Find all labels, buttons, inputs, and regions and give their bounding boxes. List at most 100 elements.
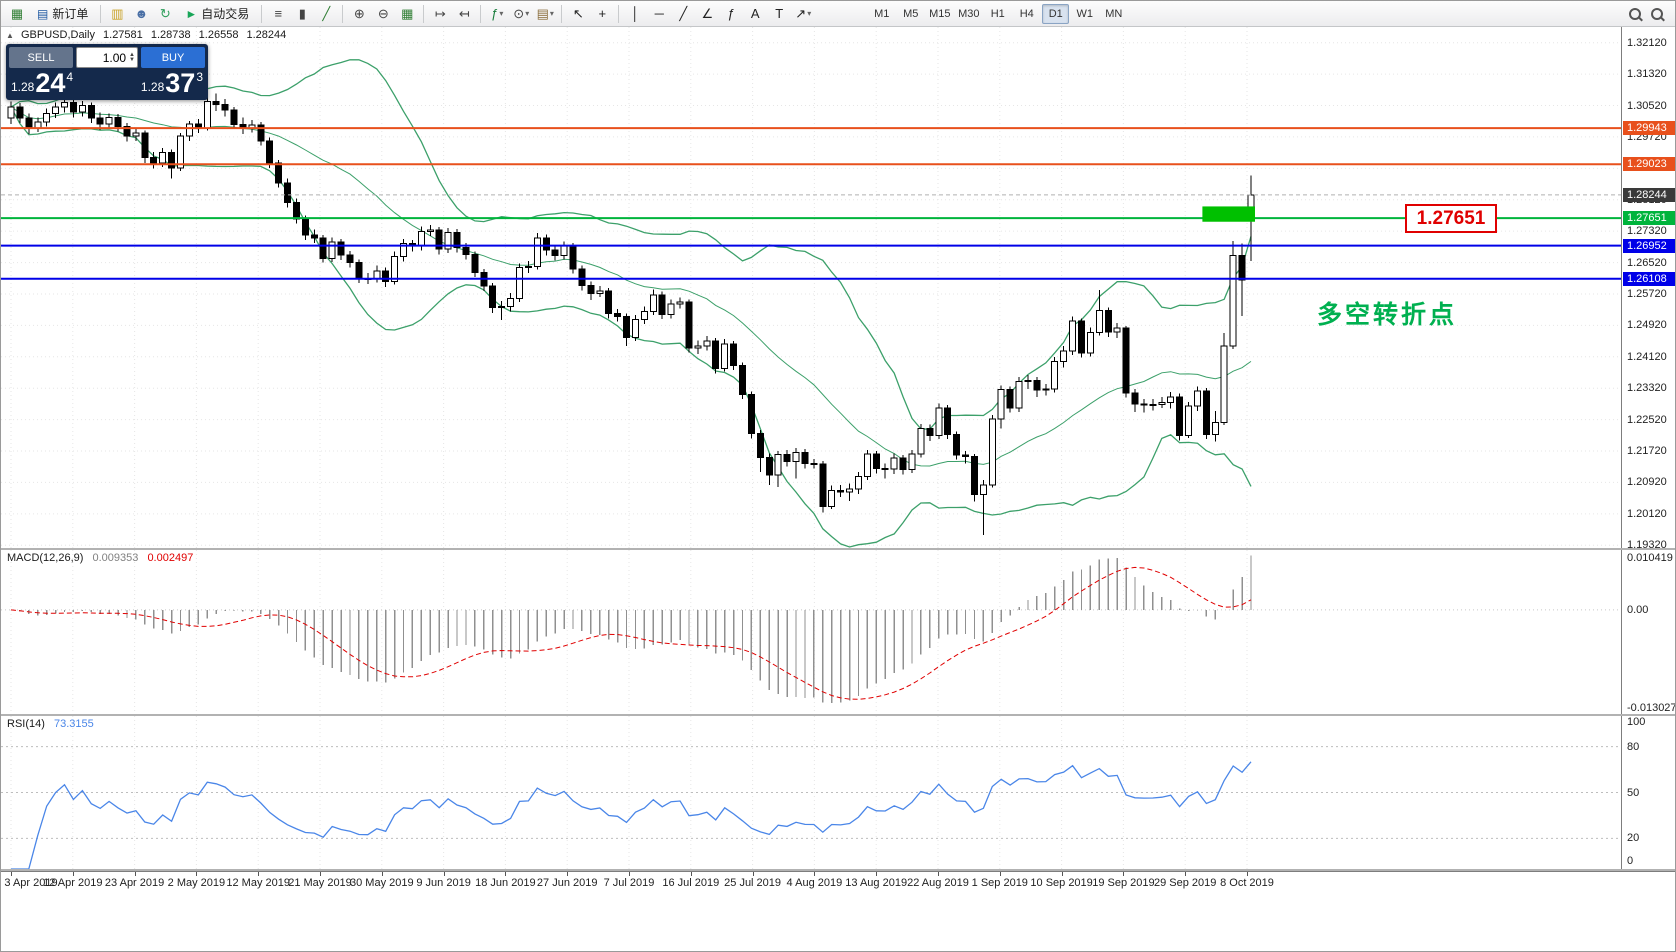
arrows-icon[interactable]: ↗ ▾ — [791, 3, 815, 25]
rsi-label: RSI(14) 73.3155 — [7, 718, 94, 730]
timeframe-mn-button[interactable]: MN — [1100, 4, 1127, 24]
sell-price[interactable]: 1.28 24 4 — [11, 70, 73, 97]
buy-price-big: 37 — [165, 68, 196, 98]
price-axis[interactable]: 1.321201.313201.305201.297201.289201.281… — [1621, 27, 1676, 869]
new-chart-icon[interactable]: ▦ — [5, 3, 29, 25]
zoom-out-icon-glyph: ⊖ — [377, 6, 389, 21]
ohlc-high: 1.28738 — [150, 29, 191, 41]
pane-separator[interactable] — [1, 714, 1675, 716]
rsi-pane[interactable]: RSI(14) 73.3155 — [1, 716, 1621, 869]
bar-chart-icon-glyph: ≡ — [274, 6, 283, 21]
auto-scroll-icon[interactable]: ↦ — [428, 3, 452, 25]
time-axis-label: 12 May 2019 — [226, 877, 290, 889]
time-axis-label: 29 Sep 2019 — [1153, 877, 1217, 889]
one-click-panel-toggle-icon[interactable]: ▲ — [6, 31, 14, 40]
symbol-name: GBPUSD,Daily — [20, 29, 95, 41]
periods-icon-caret[interactable]: ▾ — [525, 9, 530, 18]
time-axis-tick — [443, 872, 445, 876]
pane-separator[interactable] — [1, 548, 1675, 550]
timeframe-w1-button[interactable]: W1 — [1071, 4, 1098, 24]
arrows-icon-glyph: ↗ — [795, 6, 807, 21]
zoom-in-icon[interactable]: ⊕ — [347, 3, 371, 25]
chart-shift-icon[interactable]: ↤ — [452, 3, 476, 25]
search-icon[interactable] — [1649, 6, 1665, 22]
rsi-axis-label-80: 80 — [1627, 740, 1640, 753]
bar-chart-icon[interactable]: ≡ — [266, 3, 290, 25]
auto-trading-button[interactable]: ► 自动交易 — [177, 3, 257, 25]
toolbar-separator — [100, 4, 102, 23]
time-axis-label: 22 Aug 2019 — [907, 877, 969, 889]
horizontal-line-icon[interactable]: ─ — [647, 3, 671, 25]
templates-icon[interactable]: ▤ ▾ — [533, 3, 557, 25]
text-icon[interactable]: A — [743, 3, 767, 25]
timeframe-m5-button[interactable]: M5 — [897, 4, 924, 24]
ohlc-close: 1.28244 — [246, 29, 287, 41]
macd-name: MACD(12,26,9) — [7, 552, 84, 564]
time-axis-tick — [567, 872, 569, 876]
macd-chart-canvas[interactable] — [1, 550, 1621, 714]
rsi-chart-canvas[interactable] — [1, 716, 1621, 869]
volume-up-icon[interactable]: ▲ — [129, 51, 135, 58]
arrows-icon-caret[interactable]: ▾ — [807, 9, 812, 18]
new-order-button[interactable]: ▤ 新订单 — [29, 3, 96, 25]
text-label-icon-glyph: T — [775, 6, 784, 21]
volume-field[interactable]: 1.00 ▲ ▼ — [76, 47, 138, 68]
macd-axis-min-label: -0.013027 — [1627, 702, 1676, 714]
candlestick-chart-icon[interactable]: ▮ — [290, 3, 314, 25]
buy-price[interactable]: 1.28 37 3 — [141, 70, 203, 97]
crosshair-icon[interactable]: + — [590, 3, 614, 25]
indicators-icon[interactable]: ƒ ▾ — [485, 3, 509, 25]
trendline-icon[interactable]: ╱ — [671, 3, 695, 25]
main-toolbar: ▦ ▤ 新订单 ▥ ☻ ↻ ► 自动交易 ≡ ▮ ╱ ⊕ ⊖ ▦ ↦ ↤ ƒ ▾ ⊙ ▾ ▤ ▾ ↖ + │ ─ ╱ ∠ ƒ A T ↗ ▾ M… — [1, 1, 1675, 27]
toolbar-separator — [480, 4, 482, 23]
templates-icon-caret[interactable]: ▾ — [549, 9, 554, 18]
sell-button[interactable]: SELL — [9, 47, 73, 68]
trendline-icon-glyph: ╱ — [679, 6, 688, 21]
search-symbols-icon[interactable] — [1627, 6, 1643, 22]
volume-spinner[interactable]: ▲ ▼ — [129, 51, 135, 63]
macd-label: MACD(12,26,9) 0.009353 0.002497 — [7, 552, 193, 564]
price-axis-label: 1.31320 — [1627, 68, 1667, 81]
periods-icon[interactable]: ⊙ ▾ — [509, 3, 533, 25]
time-axis[interactable]: 3 Apr 2019 12 Apr 2019 23 Apr 2019 2 May 20… — [1, 871, 1675, 951]
price-axis-label: 1.24920 — [1627, 319, 1667, 332]
macd-axis-zero-label: 0.00 — [1627, 603, 1649, 616]
price-badge-1.27651: 1.27651 — [1623, 211, 1675, 226]
data-window-icon[interactable]: ☻ — [129, 3, 153, 25]
vertical-line-icon[interactable]: │ — [623, 3, 647, 25]
toolbar-separator — [618, 4, 620, 23]
rsi-axis-label-50: 50 — [1627, 786, 1640, 799]
time-axis-label: 3 Apr 2019 — [4, 877, 58, 889]
price-pane[interactable]: ▲ GBPUSD,Daily 1.27581 1.28738 1.26558 1… — [1, 27, 1621, 548]
timeframe-m15-button[interactable]: M15 — [926, 4, 953, 24]
cursor-icon[interactable]: ↖ — [566, 3, 590, 25]
strategy-tester-icon[interactable]: ↻ — [153, 3, 177, 25]
zoom-out-icon[interactable]: ⊖ — [371, 3, 395, 25]
line-chart-icon[interactable]: ╱ — [314, 3, 338, 25]
auto-scroll-icon-glyph: ↦ — [434, 6, 446, 21]
fibonacci-icon[interactable]: ƒ — [719, 3, 743, 25]
text-label-icon[interactable]: T — [767, 3, 791, 25]
toolbar-separator — [261, 4, 263, 23]
volume-down-icon[interactable]: ▼ — [129, 56, 135, 63]
price-badge-1.26108: 1.26108 — [1623, 271, 1675, 286]
timeframe-h1-button[interactable]: H1 — [984, 4, 1011, 24]
time-axis-label: 9 Jun 2019 — [416, 877, 471, 889]
tile-windows-icon-glyph: ▦ — [401, 6, 414, 21]
toolbar-separator — [561, 4, 563, 23]
equidistant-channel-icon[interactable]: ∠ — [695, 3, 719, 25]
timeframe-d1-button[interactable]: D1 — [1042, 3, 1070, 24]
market-watch-icon[interactable]: ▥ — [105, 3, 129, 25]
price-chart-canvas[interactable] — [1, 27, 1621, 548]
timeframe-m30-button[interactable]: M30 — [955, 4, 982, 24]
indicators-icon-caret[interactable]: ▾ — [499, 9, 504, 18]
buy-price-pipette: 3 — [196, 70, 203, 84]
price-badge-1.26952: 1.26952 — [1623, 238, 1675, 253]
buy-button[interactable]: BUY — [141, 47, 205, 68]
time-axis-tick — [1247, 872, 1248, 876]
timeframe-m1-button[interactable]: M1 — [868, 4, 895, 24]
time-axis-label: 25 Jul 2019 — [724, 877, 782, 889]
macd-pane[interactable]: MACD(12,26,9) 0.009353 0.002497 — [1, 550, 1621, 714]
tile-windows-icon[interactable]: ▦ — [395, 3, 419, 25]
timeframe-h4-button[interactable]: H4 — [1013, 4, 1040, 24]
